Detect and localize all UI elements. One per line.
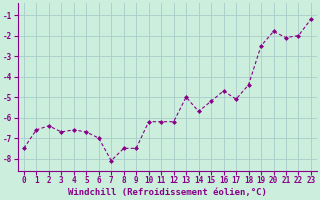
X-axis label: Windchill (Refroidissement éolien,°C): Windchill (Refroidissement éolien,°C) (68, 188, 267, 197)
